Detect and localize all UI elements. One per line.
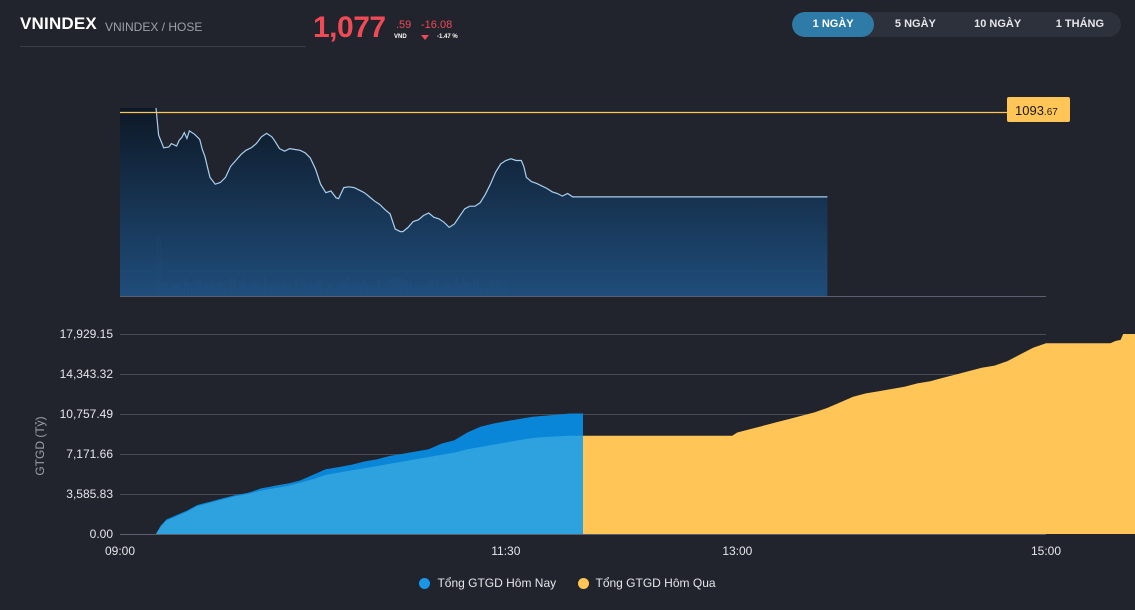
legend: Tổng GTGD Hôm Nay Tổng GTGD Hôm Qua (0, 576, 1135, 592)
change-percent: -1.47 % (437, 34, 458, 40)
tab-5-ngay[interactable]: 5 NGÀY (894, 18, 936, 30)
reference-label-dec: .67 (1044, 107, 1058, 118)
y-axis-label: GTGD (Tỷ) (33, 416, 47, 475)
y-tick-label: 10,757.49 (60, 407, 114, 421)
x-tick-label: 13:00 (722, 544, 752, 558)
legend-dot-today (419, 577, 431, 589)
change-value: -16.08 (421, 19, 453, 31)
reference-label-int: 1093 (1015, 103, 1044, 118)
x-tick-label: 11:30 (491, 544, 520, 558)
value-chart: 17,929.15 14,343.32 10,757.49 7,171.66 3,585… (33, 327, 1135, 558)
index-exchange: VNINDEX / HOSE (105, 20, 203, 34)
reference-label-box (1007, 97, 1070, 122)
index-name: VNINDEX (20, 14, 97, 33)
tab-10-ngay[interactable]: 10 NGÀY (974, 18, 1022, 30)
series-today-lower-area (156, 435, 583, 534)
price-chart: 1093.67 (120, 97, 1070, 297)
legend-dot-yesterday (577, 577, 589, 589)
price-integer: 1,077 (313, 11, 386, 44)
y-tick-label: 3,585.83 (66, 487, 113, 501)
y-axis-ticks: 17,929.15 14,343.32 10,757.49 7,171.66 3,585… (60, 327, 114, 541)
price-decimal: .59 (396, 19, 412, 31)
x-axis-ticks: 09:00 11:30 13:00 15:00 (105, 544, 1061, 558)
y-tick-label: 14,343.32 (60, 367, 114, 381)
price-line (155, 107, 828, 233)
tab-1-ngay[interactable]: 1 NGÀY (792, 12, 875, 37)
arrow-down-icon (421, 35, 429, 40)
legend-label-today: Tổng GTGD Hôm Nay (437, 576, 557, 590)
period-tabs: 1 NGÀY 5 NGÀY 10 NGÀY 1 THÁNG (792, 12, 1121, 37)
y-tick-label: 17,929.15 (60, 327, 114, 341)
y-tick-label: 0.00 (90, 527, 114, 541)
legend-item-today[interactable]: Tổng GTGD Hôm Nay (419, 576, 556, 590)
header: VNINDEX VNINDEX / HOSE 1,077 .59 VND -16… (0, 0, 1135, 60)
header-divider (20, 46, 306, 47)
legend-item-yesterday[interactable]: Tổng GTGD Hôm Qua (577, 576, 716, 590)
tab-1-thang[interactable]: 1 THÁNG (1055, 18, 1105, 30)
reference-label: 1093.67 (1015, 103, 1058, 118)
y-tick-label: 7,171.66 (66, 447, 113, 461)
price-area (120, 108, 828, 296)
x-tick-label: 15:00 (1031, 544, 1061, 558)
legend-label-yesterday: Tổng GTGD Hôm Qua (595, 576, 716, 590)
price-unit: VND (394, 34, 407, 40)
x-tick-label: 09:00 (105, 544, 135, 558)
